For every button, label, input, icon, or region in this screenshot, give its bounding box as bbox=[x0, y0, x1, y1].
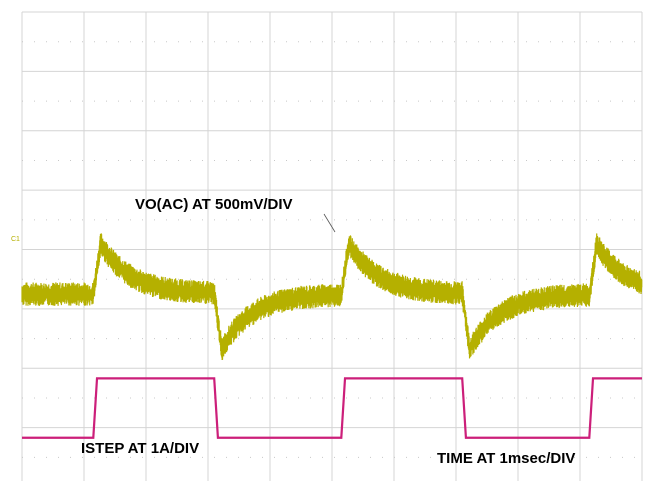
vo-ac-trace bbox=[21, 233, 643, 361]
traces bbox=[21, 233, 643, 439]
istep-trace bbox=[21, 377, 642, 439]
grid bbox=[21, 11, 643, 481]
istep-label: ISTEP AT 1A/DIV bbox=[81, 440, 199, 457]
vo-ac-label-pointer bbox=[323, 213, 336, 233]
time-label: TIME AT 1msec/DIV bbox=[437, 450, 575, 467]
channel-marker: C1 bbox=[11, 236, 20, 243]
vo-ac-label: VO(AC) AT 500mV/DIV bbox=[135, 196, 293, 213]
